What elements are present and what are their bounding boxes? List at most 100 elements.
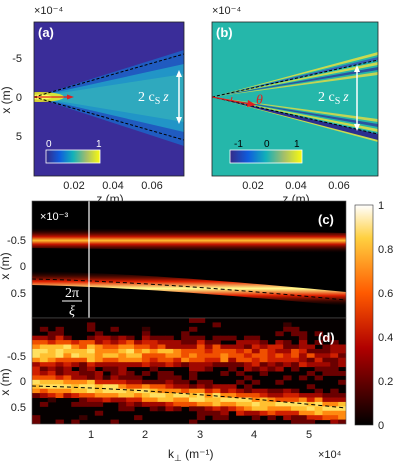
panel-d-cell	[298, 410, 308, 416]
panel-d-cell	[291, 362, 300, 368]
panel-d-cell	[79, 357, 88, 363]
panel-d-cell	[32, 379, 41, 385]
panel-d-cell	[181, 353, 190, 359]
panel-d-cell	[126, 406, 135, 412]
panel-d-cell	[291, 366, 300, 372]
panel-d-cell	[330, 362, 339, 368]
panel-d-cell	[291, 401, 300, 407]
panel-a-ytick-2: 0	[16, 92, 22, 104]
panel-b-xtick-2: 0.04	[285, 180, 306, 192]
panel-d-cell	[55, 326, 64, 332]
panel-d-cell	[212, 335, 221, 341]
panel-d-cell	[204, 406, 214, 412]
panel-d-cell	[157, 406, 166, 412]
panel-d-cell	[110, 353, 119, 359]
panel-d-cell	[330, 393, 339, 398]
panel-d-cell	[39, 401, 49, 407]
panel-d-cell	[94, 393, 104, 398]
panel-d-cell	[314, 353, 323, 359]
panel-d-cell	[228, 362, 237, 368]
panel-d-cell	[71, 371, 80, 376]
panel-d-cell	[47, 353, 57, 359]
panel-d-cell	[118, 362, 127, 368]
panel-d-cell	[181, 388, 190, 394]
panel-d-cell	[314, 331, 323, 337]
panel-d-cell	[134, 388, 143, 394]
panel-d-cell	[322, 366, 331, 372]
panel-a-xtick-2: 0.04	[102, 180, 123, 192]
panel-d-cell	[212, 410, 221, 416]
panel-d-cell	[228, 401, 237, 407]
panel-d-cell	[39, 335, 49, 341]
panel-d-cell	[243, 388, 253, 394]
panel-d-cell	[330, 406, 339, 412]
panel-d-cell	[181, 397, 190, 403]
panel-d-cell	[118, 357, 127, 363]
panel-d-cell	[283, 322, 292, 328]
panel-d-cell	[189, 348, 198, 354]
panel-d-cell	[126, 379, 135, 385]
panel-d-cell	[63, 379, 72, 385]
panel-d-cell	[181, 335, 190, 341]
panel-d-cell	[165, 371, 174, 376]
panel-d-cell	[149, 393, 159, 398]
panel-b-theta: θ	[256, 93, 263, 108]
panel-d-cell	[102, 384, 111, 390]
panel-d-cell	[196, 362, 206, 368]
panel-d-cell	[39, 353, 49, 359]
panel-d-cell	[102, 388, 111, 394]
panel-d-cell	[165, 401, 174, 407]
panel-a-colorbar-max: 1	[96, 139, 102, 150]
panel-d-cell	[149, 357, 159, 363]
panel-d-cell	[55, 340, 64, 345]
panel-d-cell	[220, 357, 229, 363]
panel-d-cell	[149, 335, 159, 341]
panel-d-cell	[236, 379, 245, 385]
panel-d-cell	[71, 348, 80, 354]
panel-d-cell	[330, 419, 339, 424]
panel-d-cell	[298, 397, 308, 403]
panel-d-cell	[47, 371, 57, 376]
panel-d-cell	[118, 384, 127, 390]
panel-d-cell	[47, 393, 57, 398]
panel-d-cell	[79, 375, 88, 381]
panel-d-cell	[189, 397, 198, 403]
panel-d-cell	[251, 340, 261, 345]
panel-d-cell	[149, 348, 159, 354]
panel-a-annotation: 2 cS z	[138, 90, 169, 107]
panel-b-core-beam	[212, 97, 378, 140]
panel-d-cell	[259, 371, 268, 376]
panel-d-cell	[212, 406, 221, 412]
panel-d-cell	[47, 384, 57, 390]
panel-d-cell	[322, 348, 331, 354]
panel-c-lower-band	[32, 271, 346, 306]
panel-d-cell	[134, 362, 143, 368]
panel-d-cell	[149, 344, 159, 350]
panel-d-cell	[79, 379, 88, 385]
panel-d-cell	[118, 397, 127, 403]
panel-d-cell	[86, 344, 96, 350]
panel-d-cell	[330, 340, 339, 345]
panel-d-cell	[86, 357, 96, 363]
panel-d-cell	[220, 410, 229, 416]
panel-d-cell	[134, 415, 143, 421]
panel-d-cell	[283, 401, 292, 407]
panel-d-cell	[110, 397, 119, 403]
panel-d-cell	[236, 353, 245, 359]
panel-d-cell	[204, 384, 214, 390]
panel-d-cell	[149, 340, 159, 345]
panel-d-cell	[196, 393, 206, 398]
panel-d-xtick-3: 3	[197, 429, 203, 441]
panel-d-cell	[243, 348, 253, 354]
panel-d-cell	[291, 410, 300, 416]
panel-d-cell	[47, 340, 57, 345]
panel-d-cell	[228, 344, 237, 350]
panel-b-annotation: 2 cS z	[318, 90, 349, 107]
panel-d-cell	[71, 375, 80, 381]
panel-d-cell	[212, 384, 221, 390]
panel-d-cell	[196, 353, 206, 359]
panel-d-cell	[306, 348, 316, 354]
panel-d-cell	[251, 379, 261, 385]
panel-d-cell	[157, 340, 166, 345]
panel-b-interference	[212, 52, 378, 142]
